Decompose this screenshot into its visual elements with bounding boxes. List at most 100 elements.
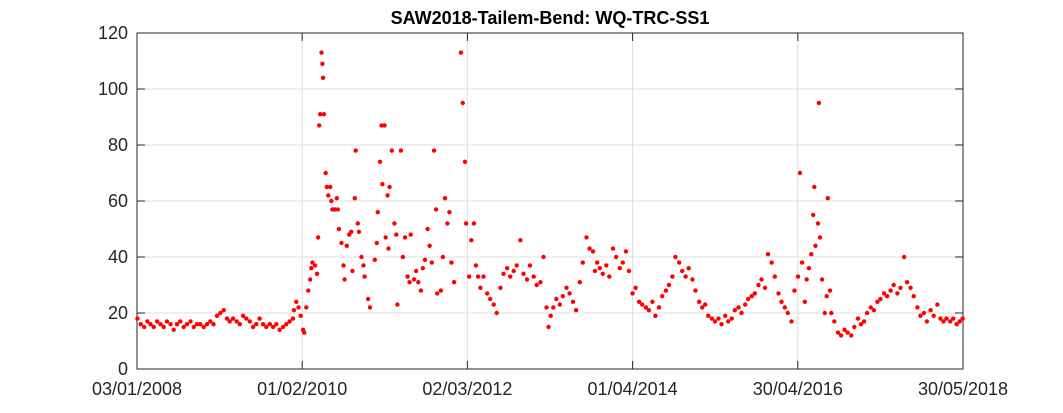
data-point: [344, 243, 349, 248]
data-point: [298, 313, 303, 318]
chart-title: SAW2018-Tailem-Bend: WQ-TRC-SS1: [390, 8, 710, 28]
y-tick-label: 40: [108, 247, 128, 267]
data-point: [842, 327, 847, 332]
data-point: [379, 123, 384, 128]
data-point: [911, 294, 916, 299]
data-point: [257, 316, 262, 321]
data-point: [646, 308, 652, 313]
data-point: [304, 305, 309, 310]
data-point: [277, 327, 282, 332]
data-point: [858, 322, 864, 327]
data-point: [394, 232, 399, 237]
data-point: [407, 280, 412, 285]
data-point: [350, 268, 355, 274]
data-point: [723, 313, 728, 318]
data-point: [260, 322, 266, 327]
data-point: [938, 316, 943, 321]
data-point: [413, 268, 419, 274]
data-point: [765, 252, 771, 257]
data-point: [411, 277, 417, 282]
data-point: [928, 308, 933, 313]
data-point: [214, 313, 220, 318]
data-point: [237, 322, 242, 327]
data-point: [145, 319, 150, 324]
data-point: [247, 319, 252, 324]
data-point: [326, 193, 331, 198]
data-point: [762, 285, 768, 290]
data-point: [355, 221, 360, 226]
data-point: [511, 268, 516, 274]
data-point: [349, 229, 354, 234]
data-point: [361, 263, 366, 268]
data-point: [819, 277, 825, 282]
data-point: [548, 313, 553, 318]
data-point: [435, 291, 440, 296]
data-point: [431, 148, 437, 153]
data-point: [673, 254, 678, 260]
data-point: [408, 232, 413, 237]
data-point: [795, 274, 801, 279]
data-point: [690, 277, 695, 282]
data-point: [463, 221, 469, 226]
data-point: [769, 260, 774, 265]
data-point: [772, 274, 777, 279]
data-point: [951, 316, 956, 321]
data-point: [960, 316, 965, 321]
tick-labels: 0 20 40 60 80 100 120 03/01/2008 01/02/2010 02/03…: [92, 23, 1008, 399]
axis-ticks: [136, 32, 964, 370]
data-point: [341, 263, 346, 268]
data-point: [838, 333, 844, 338]
data-point: [315, 235, 321, 240]
data-point: [921, 310, 927, 316]
data-point: [387, 184, 392, 190]
data-point: [941, 319, 946, 324]
data-point: [696, 299, 702, 304]
data-point: [356, 229, 362, 234]
data-point: [686, 266, 691, 271]
x-tick-label: 30/04/2016: [753, 379, 843, 399]
data-point: [918, 313, 923, 318]
data-point: [891, 282, 896, 288]
data-point: [488, 296, 493, 302]
data-point: [491, 302, 496, 307]
data-point: [514, 263, 519, 268]
data-point: [308, 277, 313, 282]
data-point: [440, 254, 445, 260]
data-point: [852, 324, 857, 330]
data-point: [670, 274, 675, 279]
data-point: [806, 266, 812, 271]
data-point: [884, 294, 890, 299]
data-point: [944, 316, 949, 321]
data-point: [785, 310, 790, 316]
data-point: [339, 240, 344, 246]
data-point: [948, 319, 953, 324]
data-point: [739, 310, 744, 316]
data-point: [719, 322, 724, 327]
data-point: [580, 260, 585, 265]
data-point: [310, 260, 315, 265]
data-point: [427, 243, 432, 248]
y-tick-label: 20: [108, 303, 128, 323]
data-point: [534, 282, 539, 288]
data-point: [729, 316, 734, 321]
data-point: [901, 254, 907, 260]
data-point: [471, 221, 477, 226]
data-point: [743, 302, 748, 307]
data-point: [451, 280, 457, 285]
data-point: [620, 260, 625, 265]
x-tick-label: 03/01/2008: [92, 379, 182, 399]
data-point: [935, 302, 940, 307]
data-point: [726, 319, 731, 324]
data-point: [815, 221, 821, 226]
data-point: [871, 308, 877, 313]
data-point: [328, 184, 333, 190]
data-point: [904, 280, 910, 285]
data-point: [204, 322, 210, 327]
data-point: [425, 226, 430, 232]
data-point: [595, 260, 600, 265]
data-point: [703, 302, 708, 307]
data-point: [445, 221, 450, 226]
data-point: [294, 299, 299, 304]
data-point: [171, 327, 176, 332]
data-point: [779, 299, 784, 304]
